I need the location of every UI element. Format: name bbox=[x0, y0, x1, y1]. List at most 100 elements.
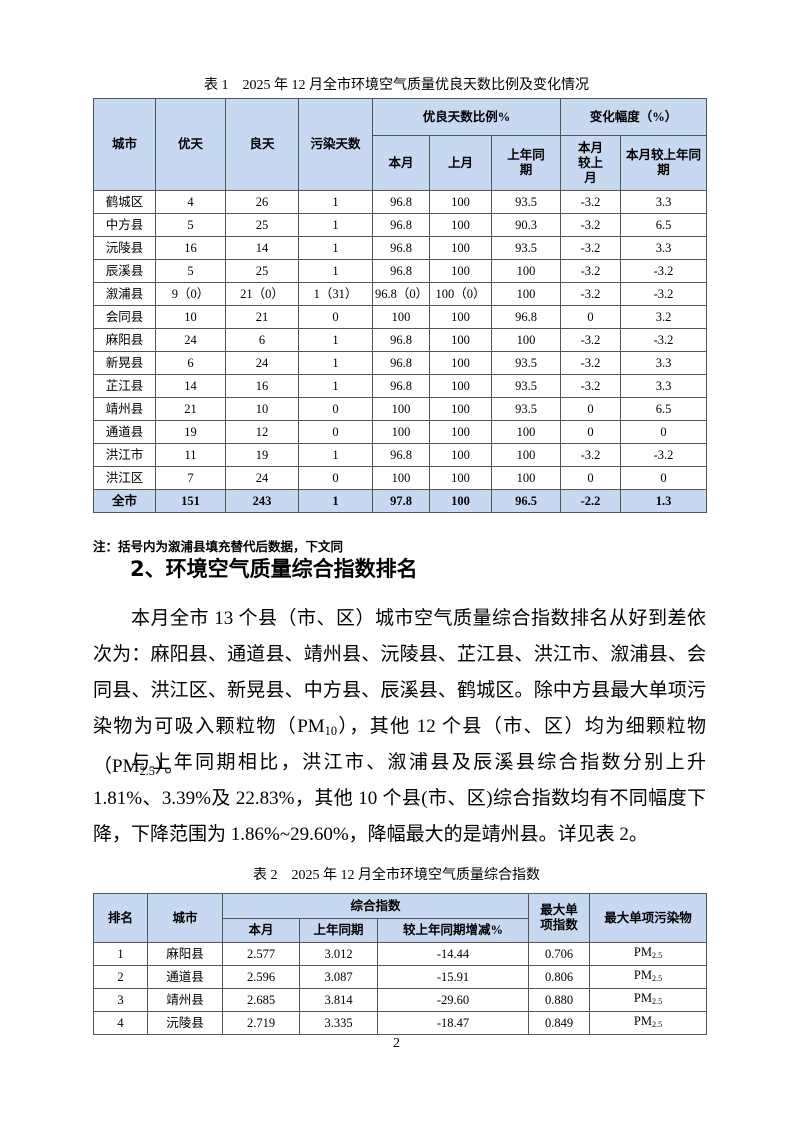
table-cell: 100 bbox=[429, 351, 492, 375]
table-cell: 6.5 bbox=[620, 397, 708, 421]
table-cell: -29.60 bbox=[376, 988, 530, 1012]
table-cell: 7 bbox=[155, 466, 226, 490]
table-row: 通道县 19 12 0 100 100 100 0 0 bbox=[93, 420, 708, 444]
table-row: 2 通道县 2.596 3.087 -15.91 0.806 PM2.5 bbox=[93, 965, 708, 989]
table-caption: 表 2 2025 年 12 月全市环境空气质量综合指数 bbox=[253, 868, 540, 883]
table-cell: PM2.5 bbox=[589, 965, 708, 989]
table-cell: 100 bbox=[429, 190, 492, 214]
table-cell: 3 bbox=[93, 988, 148, 1012]
table-cell: 辰溪县 bbox=[93, 259, 156, 283]
table-row: 辰溪县 5 25 1 96.8 100 100 -3.2 -3.2 bbox=[93, 259, 708, 283]
table-cell: 4 bbox=[93, 1011, 148, 1035]
table-cell: 96.8 bbox=[372, 213, 430, 237]
table-cell: -3.2 bbox=[560, 236, 622, 260]
page-number: 2 bbox=[393, 1036, 400, 1051]
table-row: 新晃县 6 24 1 96.8 100 93.5 -3.2 3.3 bbox=[93, 351, 708, 375]
cell-text: PM bbox=[633, 944, 652, 959]
header-cell: 城市 bbox=[147, 893, 223, 943]
table: 排名 城市 综合指数 最大单项指数 最大单项污染物 本月 上年同期 较上年同期增… bbox=[93, 893, 708, 1035]
table-cell: 100 bbox=[429, 305, 492, 329]
table-cell: 93.5 bbox=[490, 351, 562, 375]
table-cell: 0.880 bbox=[528, 988, 591, 1012]
table-cell: 全市 bbox=[93, 489, 156, 513]
table-cell: -3.2 bbox=[560, 443, 622, 467]
text-run: 与上年同期相比，洪江市、溆浦县及辰溪县综合指数分别上升 1.81%、3.39%及… bbox=[93, 752, 706, 845]
table-cell: 100（0） bbox=[429, 282, 492, 306]
subscript: 2.5 bbox=[652, 951, 663, 961]
subscript: 2.5 bbox=[652, 997, 663, 1007]
table-cell: 24 bbox=[225, 351, 299, 375]
table-row: 会同县 10 21 0 100 100 96.8 0 3.2 bbox=[93, 305, 708, 329]
table-cell: 100 bbox=[429, 397, 492, 421]
table-cell: 0 bbox=[560, 466, 622, 490]
table-cell: 96.8 bbox=[372, 443, 430, 467]
table-cell: 6 bbox=[225, 328, 299, 352]
cell-text: PM bbox=[633, 1013, 652, 1028]
table-cell: 0.706 bbox=[528, 942, 591, 966]
text-run: ）。 bbox=[154, 756, 184, 778]
table-cell: 0 bbox=[560, 397, 622, 421]
header-cell: 上年同期 bbox=[299, 918, 378, 943]
table-cell: 21（0） bbox=[225, 282, 299, 306]
table-cell: 19 bbox=[155, 420, 226, 444]
subscript: 2.5 bbox=[652, 1020, 663, 1030]
table-cell: 3.3 bbox=[620, 351, 708, 375]
table-cell: 0 bbox=[620, 466, 708, 490]
table-cell: 麻阳县 bbox=[147, 942, 223, 966]
paragraph: 与上年同期相比，洪江市、溆浦县及辰溪县综合指数分别上升 1.81%、3.39%及… bbox=[93, 745, 706, 853]
table-cell: 中方县 bbox=[93, 213, 156, 237]
table-cell: 1 bbox=[298, 213, 373, 237]
table-row: 芷江县 14 16 1 96.8 100 93.5 -3.2 3.3 bbox=[93, 374, 708, 398]
table-cell: 6.5 bbox=[620, 213, 708, 237]
table-cell: 5 bbox=[155, 259, 226, 283]
table-cell: 1 bbox=[298, 236, 373, 260]
table-cell: 2.596 bbox=[222, 965, 300, 989]
table-cell: 靖州县 bbox=[147, 988, 223, 1012]
subscript: 2.5 bbox=[139, 764, 155, 779]
table-caption: 表 1 2025 年 12 月全市环境空气质量优良天数比例及变化情况 bbox=[204, 78, 589, 93]
paragraph: 本月全市 13 个县（市、区）城市空气质量综合指数排名从好到差依次为：麻阳县、通… bbox=[93, 601, 706, 789]
table-cell: 100 bbox=[429, 489, 492, 513]
table-cell: -14.44 bbox=[376, 942, 530, 966]
table-cell: 16 bbox=[155, 236, 226, 260]
table-row: 中方县 5 25 1 96.8 100 90.3 -3.2 6.5 bbox=[93, 213, 708, 237]
table-row: 1 麻阳县 2.577 3.012 -14.44 0.706 PM2.5 bbox=[93, 942, 708, 966]
table-cell: 100 bbox=[490, 420, 562, 444]
table-cell: 100 bbox=[490, 466, 562, 490]
table-cell: -3.2 bbox=[620, 328, 708, 352]
table-cell: 96.8 bbox=[372, 351, 430, 375]
table-cell: 14 bbox=[225, 236, 299, 260]
table-cell: 溆浦县 bbox=[93, 282, 156, 306]
table-cell: 21 bbox=[155, 397, 226, 421]
header-cell: 本月 bbox=[372, 135, 430, 191]
table-cell: PM2.5 bbox=[589, 988, 708, 1012]
table-cell: 1 bbox=[298, 328, 373, 352]
header-cell: 排名 bbox=[93, 893, 148, 943]
table-row: 洪江区 7 24 0 100 100 100 0 0 bbox=[93, 466, 708, 490]
header-cell: 城市 bbox=[93, 98, 156, 191]
table-cell: 1 bbox=[298, 259, 373, 283]
table-cell: 96.8（0） bbox=[372, 282, 430, 306]
table-cell: -3.2 bbox=[560, 374, 622, 398]
table-cell: 151 bbox=[155, 489, 226, 513]
table-cell: -2.2 bbox=[560, 489, 622, 513]
table-cell: 0 bbox=[298, 397, 373, 421]
table-cell: 1 bbox=[298, 489, 373, 513]
table-cell: PM2.5 bbox=[589, 942, 708, 966]
table-cell: 2.577 bbox=[222, 942, 300, 966]
table-cell: 1 bbox=[298, 351, 373, 375]
table-cell: 新晃县 bbox=[93, 351, 156, 375]
table-row: 靖州县 21 10 0 100 100 93.5 0 6.5 bbox=[93, 397, 708, 421]
table-cell: 麻阳县 bbox=[93, 328, 156, 352]
table-cell: 100 bbox=[490, 259, 562, 283]
table-cell: 100 bbox=[429, 236, 492, 260]
table-cell: 10 bbox=[155, 305, 226, 329]
table-cell: 1.3 bbox=[620, 489, 708, 513]
table-cell: -3.2 bbox=[620, 282, 708, 306]
header-cell: 最大单项污染物 bbox=[589, 893, 708, 943]
table-cell: -3.2 bbox=[620, 259, 708, 283]
table-cell: 5 bbox=[155, 213, 226, 237]
table-cell: 3.3 bbox=[620, 236, 708, 260]
table-cell: 100 bbox=[429, 328, 492, 352]
